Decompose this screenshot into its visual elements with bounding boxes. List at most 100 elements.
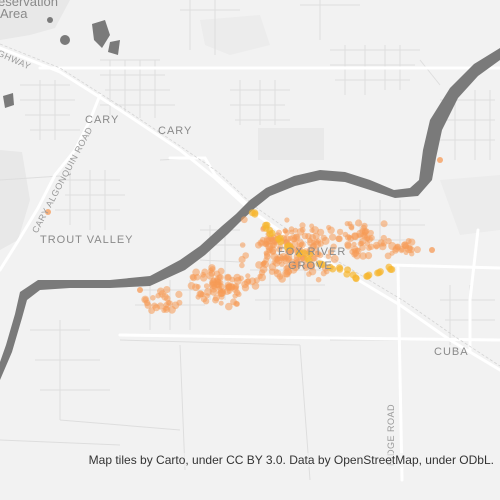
map-attribution: Map tiles by Carto, under CC BY 3.0. Dat…: [88, 453, 494, 467]
cary-label-2: CARY: [158, 125, 193, 137]
data-point: [309, 227, 315, 233]
area-label: Area: [0, 6, 28, 21]
data-point: [437, 157, 443, 163]
data-point: [241, 280, 249, 289]
data-point: [212, 294, 220, 302]
data-point: [284, 230, 290, 236]
data-point: [155, 292, 161, 299]
data-point: [255, 261, 263, 269]
data-point: [355, 219, 363, 227]
data-point: [137, 287, 143, 293]
data-point: [268, 268, 276, 275]
data-point: [269, 242, 276, 249]
data-point: [408, 238, 416, 246]
data-point: [190, 274, 197, 282]
data-point: [366, 245, 372, 251]
data-point-dense: [352, 274, 360, 282]
data-point: [429, 247, 435, 253]
data-point: [175, 290, 183, 298]
data-point: [364, 252, 373, 260]
data-point-dense: [365, 271, 373, 279]
data-point-dense: [251, 209, 259, 217]
data-point: [361, 229, 369, 236]
data-point-dense: [276, 234, 284, 242]
data-point: [288, 226, 295, 232]
data-point: [195, 284, 201, 290]
data-point: [203, 283, 210, 289]
data-point: [163, 286, 171, 294]
data-point: [217, 267, 225, 275]
data-point: [164, 295, 171, 302]
data-point: [329, 233, 337, 241]
data-point: [225, 302, 233, 311]
data-point: [367, 229, 374, 237]
fox-river-label: FOX RIVER: [278, 246, 347, 258]
cary-algonquin-road: [0, 93, 102, 272]
data-point: [269, 236, 275, 243]
data-point: [306, 271, 312, 277]
data-point: [404, 245, 413, 253]
data-point: [215, 279, 222, 286]
data-point: [389, 250, 395, 256]
data-point: [226, 288, 232, 294]
grove-label: GROVE: [288, 260, 333, 272]
data-point: [299, 222, 306, 229]
data-point: [232, 293, 238, 299]
data-point: [344, 241, 352, 249]
data-point: [261, 260, 270, 268]
data-point: [281, 255, 289, 262]
data-point: [359, 252, 367, 260]
trout-valley-label: TROUT VALLEY: [40, 234, 134, 246]
data-point: [171, 301, 180, 310]
data-point: [352, 248, 358, 254]
data-point-dense: [306, 250, 314, 258]
data-point: [307, 237, 313, 244]
data-point: [335, 235, 343, 242]
data-point: [242, 252, 249, 259]
data-point: [299, 241, 306, 249]
data-point: [233, 277, 242, 285]
data-point: [152, 304, 160, 312]
data-point: [274, 256, 281, 262]
data-point-dense: [326, 263, 334, 271]
data-point-dense: [317, 260, 325, 268]
data-point: [342, 231, 349, 238]
data-point: [276, 273, 284, 280]
data-point: [218, 300, 224, 306]
data-point: [315, 276, 322, 283]
data-point: [251, 282, 260, 290]
data-point: [365, 236, 370, 242]
data-point: [314, 250, 322, 258]
data-point: [226, 284, 232, 290]
data-point: [245, 273, 251, 279]
data-point-dense: [374, 269, 382, 277]
ridge-road: [396, 266, 404, 482]
data-point: [349, 225, 355, 231]
data-point: [292, 233, 301, 242]
data-point-dense: [263, 221, 271, 229]
data-point: [262, 241, 269, 248]
data-point: [284, 217, 290, 223]
data-point: [240, 216, 248, 224]
data-point: [351, 241, 357, 247]
data-point: [161, 307, 167, 313]
data-point: [273, 268, 279, 274]
data-point: [309, 223, 315, 229]
data-point: [257, 273, 263, 279]
data-point: [144, 301, 152, 309]
lakes: [3, 17, 120, 108]
data-point-dense: [268, 229, 276, 237]
data-point: [209, 288, 218, 296]
data-point: [357, 240, 364, 247]
data-point: [380, 220, 388, 228]
data-point: [217, 289, 225, 297]
data-point: [288, 263, 294, 269]
data-point: [45, 209, 51, 215]
data-point: [239, 262, 245, 269]
data-point-dense: [283, 243, 291, 251]
data-point: [230, 298, 237, 306]
data-point: [361, 222, 368, 230]
data-point: [353, 252, 361, 260]
